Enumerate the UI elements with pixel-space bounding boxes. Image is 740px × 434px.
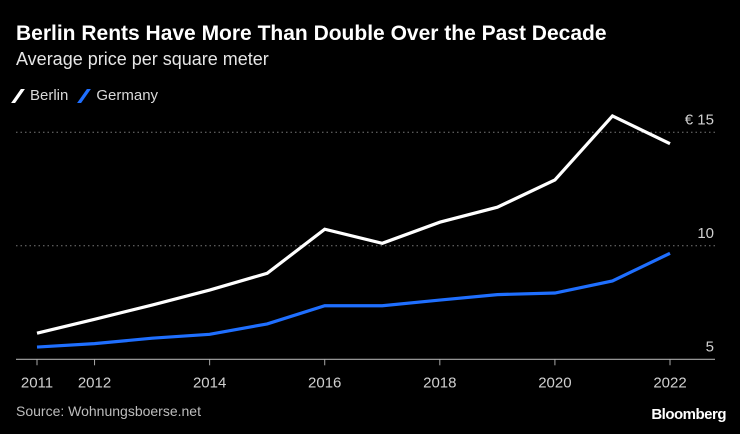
chart-title: Berlin Rents Have More Than Double Over … — [16, 22, 607, 45]
x-tick-label: 2014 — [193, 374, 226, 391]
x-tick-label: 2011 — [21, 374, 53, 391]
source-note: Source: Wohnungsboerse.net — [16, 403, 201, 419]
x-tick-label: 2016 — [308, 374, 341, 391]
chart-subtitle: Average price per square meter — [16, 49, 269, 69]
x-tick-label: 2018 — [423, 374, 456, 391]
bloomberg-logo: Bloomberg — [651, 406, 726, 423]
legend-label-germany: Germany — [96, 87, 159, 104]
legend-item-berlin: Berlin — [11, 87, 69, 104]
x-tick-label: 2012 — [78, 374, 111, 391]
series-line-berlin — [36, 113, 671, 335]
y-tick-label: 10 — [697, 225, 714, 242]
legend-label-berlin: Berlin — [30, 87, 69, 104]
x-tick-label: 2022 — [653, 374, 686, 391]
legend-item-germany: Germany — [77, 87, 159, 104]
legend: Berlin Germany — [11, 87, 159, 104]
y-tick-label: € 15 — [685, 111, 714, 128]
y-tick-label: 5 — [706, 338, 714, 355]
series-line-germany — [36, 251, 671, 349]
x-tick-label: 2020 — [538, 374, 571, 391]
